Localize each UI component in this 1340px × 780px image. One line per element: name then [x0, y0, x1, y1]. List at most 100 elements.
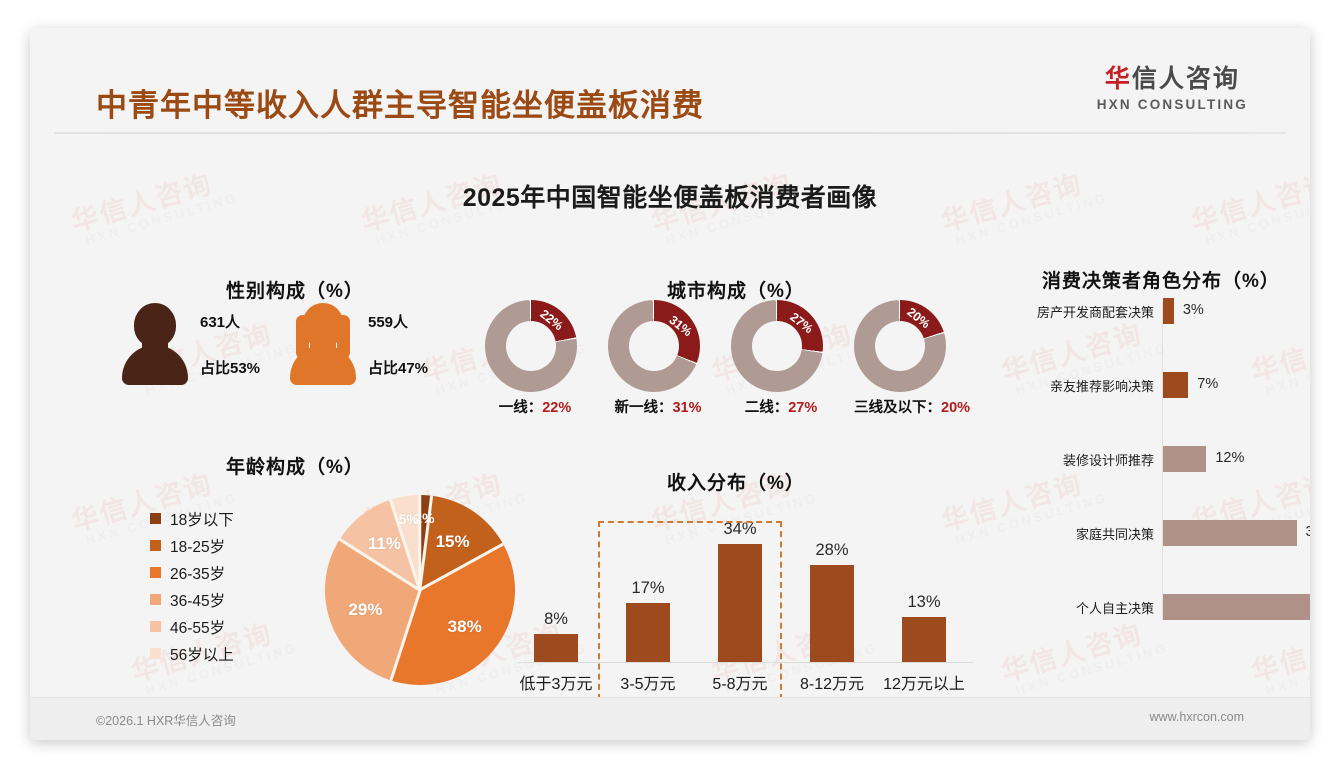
pie-slice-label: 5% — [398, 510, 419, 527]
donut-caption-name: 三线及以下： — [854, 400, 941, 416]
donut-caption-value: 20% — [941, 400, 971, 416]
donut-hole — [629, 321, 679, 371]
income-plot: 8% 17% 34% 28% 13% — [510, 518, 980, 663]
decision-bar-value: 37% — [1305, 524, 1310, 540]
slide-header: 中青年中等收入人群主导智能坐便盖板消费 华信人咨询 HXN CONSULTING — [30, 28, 1310, 132]
decision-section-title: 消费决策者角色分布（%） — [1042, 271, 1280, 292]
donut-caption: 二线：27% — [731, 396, 831, 417]
income-bar-column: 17% — [602, 579, 694, 662]
donut-caption: 一线：22% — [485, 396, 585, 417]
city-section-title: 城市构成（%） — [667, 281, 805, 302]
age-legend-item: 18-25岁 — [150, 532, 234, 559]
logo-english: HXN CONSULTING — [1096, 96, 1248, 112]
income-bar-column: 34% — [694, 520, 786, 662]
age-legend: 18岁以下 18-25岁 26-35岁 36-45岁 46-55岁 56岁以上 — [150, 505, 234, 667]
male-person-icon — [122, 303, 188, 385]
footer-copyright: ©2026.1 HXR华信人咨询 — [96, 714, 236, 728]
decision-bar-row: 个人自主决策41% — [1030, 594, 1310, 620]
city-donut-cell: 27% 二线：27% — [731, 300, 831, 416]
decision-bar-row: 房产开发商配套决策 3% — [1030, 298, 1310, 324]
legend-label: 46-55岁 — [170, 619, 226, 637]
donut-caption-value: 22% — [542, 400, 572, 416]
legend-swatch — [150, 648, 161, 659]
decision-bar — [1163, 520, 1297, 546]
infographic-slide: 华信人咨询 HXN CONSULTING 华信人咨询 HXN CONSULTING 华信… — [30, 28, 1310, 740]
income-bar: 13% — [902, 593, 946, 662]
logo-chars-rest: 信人咨询 — [1131, 65, 1240, 93]
donut-caption-name: 二线： — [744, 400, 789, 416]
decision-category-label: 亲友推荐影响决策 — [1049, 379, 1154, 394]
gender-item: 559人 占比47% — [290, 303, 428, 385]
decision-bar-row: 亲友推荐影响决策 7% — [1030, 372, 1310, 398]
city-donut-cell: 22% 一线：22% — [485, 300, 585, 416]
income-bar-value: 13% — [907, 592, 941, 611]
income-bar-value: 8% — [544, 610, 568, 629]
legend-swatch — [150, 621, 161, 632]
income-bar-column: 13% — [878, 593, 970, 662]
income-bar: 17% — [626, 579, 670, 662]
age-legend-item: 26-35岁 — [150, 559, 234, 586]
legend-label: 56岁以上 — [170, 646, 234, 664]
income-bar-column: 8% — [510, 610, 602, 662]
gender-count: 631人 — [200, 314, 241, 331]
donut-hole — [506, 321, 556, 371]
female-person-icon — [290, 303, 356, 385]
income-bar: 28% — [810, 541, 854, 662]
gender-stats: 559人 占比47% — [368, 311, 428, 378]
decision-bar-row: 装修设计师推荐 12% — [1030, 446, 1310, 472]
age-section-title: 年龄构成（%） — [226, 457, 364, 478]
chart-subtitle: 2025年中国智能坐便盖板消费者画像 — [462, 184, 878, 212]
decision-bar-value: 12% — [1215, 450, 1245, 466]
age-pie-chart: 2% 15% 38% 29% 11% 5% — [325, 495, 515, 685]
income-baseline — [518, 662, 973, 663]
legend-swatch — [150, 567, 161, 578]
legend-label: 18-25岁 — [170, 538, 226, 556]
donut-caption-value: 27% — [788, 400, 818, 416]
logo-chinese: 华信人咨询 — [1097, 65, 1248, 94]
pie-slice-label: 38% — [447, 616, 482, 636]
legend-swatch — [150, 594, 161, 605]
legend-label: 18岁以下 — [170, 511, 234, 529]
age-legend-item: 36-45岁 — [150, 586, 234, 613]
page-title: 中青年中等收入人群主导智能坐便盖板消费 — [96, 88, 704, 123]
decision-category-label: 个人自主决策 — [1075, 601, 1154, 616]
decision-bar-row: 家庭共同决策 37% — [1030, 520, 1310, 546]
income-bar-value: 28% — [815, 540, 849, 559]
age-legend-item: 56岁以上 — [150, 640, 234, 667]
gender-share: 占比47% — [368, 360, 429, 377]
donut-caption-name: 一线： — [498, 400, 543, 416]
donut-chart: 20% — [854, 300, 946, 392]
decision-category-label: 装修设计师推荐 — [1062, 453, 1154, 468]
footer-website: www.hxrcon.com — [1149, 710, 1244, 724]
legend-swatch — [150, 513, 161, 524]
pie-slice-label: 11% — [367, 534, 401, 554]
income-category-label: 5-8万元 — [712, 676, 768, 693]
income-bar-value: 34% — [723, 520, 757, 538]
donut-chart: 22% — [485, 300, 577, 392]
city-donut-cell: 31% 新一线：31% — [608, 300, 708, 416]
legend-label: 26-35岁 — [170, 565, 226, 583]
income-bar-column: 28% — [786, 541, 878, 662]
income-category-label: 12万元以上 — [883, 676, 965, 693]
decision-bar — [1163, 298, 1174, 324]
decision-axis-line — [1162, 302, 1163, 620]
logo-char-hua: 华 — [1104, 65, 1132, 93]
decision-bar — [1163, 446, 1207, 472]
company-logo: 华信人咨询 HXN CONSULTING — [1096, 65, 1248, 112]
income-category-label: 8-12万元 — [799, 676, 865, 693]
gender-share: 占比53% — [200, 360, 261, 377]
income-category-label: 低于3万元 — [519, 676, 593, 693]
footer-bar: ©2026.1 HXR华信人咨询 www.hxrcon.com — [30, 697, 1310, 740]
pie-slice-label: 15% — [435, 532, 470, 552]
donut-chart: 31% — [608, 300, 700, 392]
donut-hole — [875, 321, 925, 371]
gender-section-title: 性别构成（%） — [226, 281, 364, 302]
donut-caption: 新一线：31% — [608, 396, 708, 417]
decision-bar — [1163, 372, 1189, 398]
income-bar: 34% — [718, 520, 762, 662]
decision-bar — [1163, 594, 1310, 620]
income-category-label: 3-5万元 — [620, 676, 676, 693]
decision-category-label: 房产开发商配套决策 — [1036, 305, 1154, 320]
gender-stats: 631人占比53% — [200, 311, 260, 378]
